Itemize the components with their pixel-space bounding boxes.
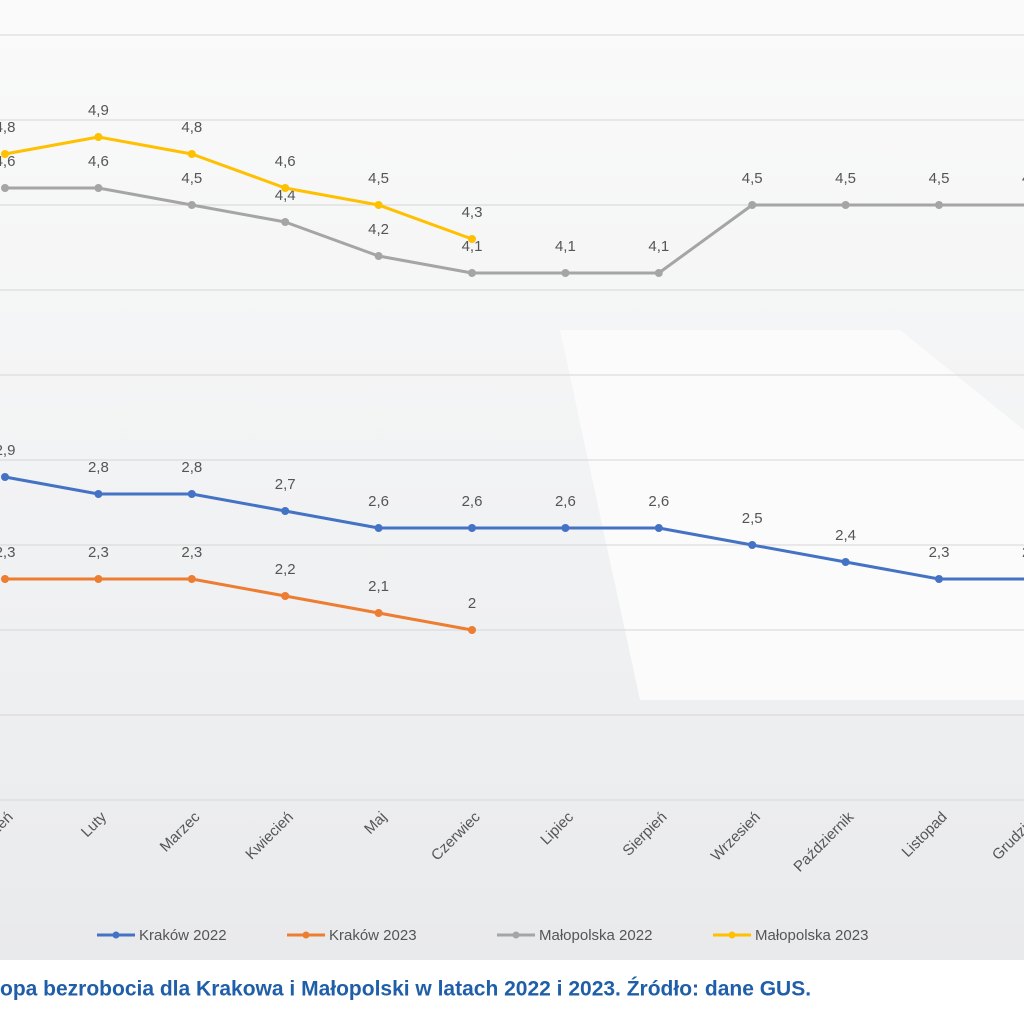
legend-label: Małopolska 2023 (755, 927, 868, 944)
legend-marker (112, 931, 120, 939)
data-point (1, 150, 9, 158)
data-label: 4,1 (555, 238, 576, 255)
data-point (748, 541, 757, 549)
data-point (1, 184, 9, 192)
data-point (94, 575, 103, 583)
data-label: 2,6 (648, 493, 669, 510)
data-point (374, 524, 383, 532)
data-point (374, 201, 383, 209)
legend-label: Kraków 2022 (139, 927, 227, 944)
data-label: 4,2 (368, 221, 389, 238)
data-point (1, 473, 9, 481)
data-label: 2,8 (181, 459, 202, 476)
data-label: 4,6 (88, 153, 109, 170)
data-point (94, 133, 103, 141)
data-label: 2,6 (368, 493, 389, 510)
data-label: 4,5 (929, 170, 950, 187)
data-label: 4,3 (462, 204, 483, 221)
series-line (5, 577, 473, 632)
series-line (4, 135, 473, 241)
data-label: 2,3 (88, 544, 109, 561)
data-label: 2 (468, 595, 476, 612)
data-label: 4,8 (181, 119, 202, 136)
data-point (187, 575, 196, 583)
caption: opa bezrobocia dla Krakowa i Małopolski … (0, 978, 811, 1001)
data-label: 2,6 (462, 493, 483, 510)
data-point (841, 201, 850, 209)
data-point (374, 609, 383, 617)
data-label: 4,5 (1022, 170, 1024, 187)
data-label: 4,4 (275, 187, 296, 204)
data-point (468, 626, 476, 634)
series-line (5, 186, 1024, 275)
data-point (94, 184, 103, 192)
data-label: 4,5 (368, 170, 389, 187)
caption-bg (0, 960, 1024, 1024)
data-point (841, 558, 850, 566)
series-line (4, 475, 1024, 581)
legend-label: Małopolska 2022 (539, 927, 652, 944)
data-label: 2,2 (275, 561, 296, 578)
data-label: 4,1 (462, 238, 483, 255)
data-point (374, 252, 383, 260)
legend-marker (728, 931, 736, 939)
data-point (468, 269, 476, 277)
data-point (281, 507, 290, 515)
data-point (281, 184, 290, 192)
data-label: 4,9 (88, 102, 109, 119)
data-point (935, 575, 943, 583)
data-label: 2,3 (929, 544, 950, 561)
data-point (1, 575, 9, 583)
data-point (94, 490, 103, 498)
data-point (654, 269, 663, 277)
window-decor (560, 330, 1024, 700)
legend-marker (302, 931, 310, 939)
legend-label: Kraków 2023 (329, 927, 417, 944)
data-label: 2,3 (181, 544, 202, 561)
data-label: 2,4 (835, 527, 856, 544)
data-point (468, 235, 476, 243)
data-point (281, 592, 290, 600)
data-point (468, 524, 476, 532)
data-point (281, 218, 290, 226)
data-point (187, 150, 196, 158)
data-point (748, 201, 757, 209)
data-label: 4,1 (648, 238, 669, 255)
data-label: 2,8 (88, 459, 109, 476)
data-label: 4,6 (275, 153, 296, 170)
data-point (187, 490, 196, 498)
data-label: 4,5 (181, 170, 202, 187)
data-label: 2,5 (742, 510, 763, 527)
data-point (654, 524, 663, 532)
data-label: 2,7 (275, 476, 296, 493)
data-point (935, 201, 943, 209)
data-point (187, 201, 196, 209)
data-point (561, 269, 570, 277)
data-label: 2,3 (0, 544, 15, 561)
data-label: 2,1 (368, 578, 389, 595)
data-label: 4,5 (742, 170, 763, 187)
legend-marker (512, 931, 520, 939)
data-label: 2,3 (1022, 544, 1024, 561)
data-label: 2,6 (555, 493, 576, 510)
data-point (561, 524, 570, 532)
data-label: 2,9 (0, 442, 15, 459)
data-label: 4,8 (0, 119, 15, 136)
data-label: 4,5 (835, 170, 856, 187)
